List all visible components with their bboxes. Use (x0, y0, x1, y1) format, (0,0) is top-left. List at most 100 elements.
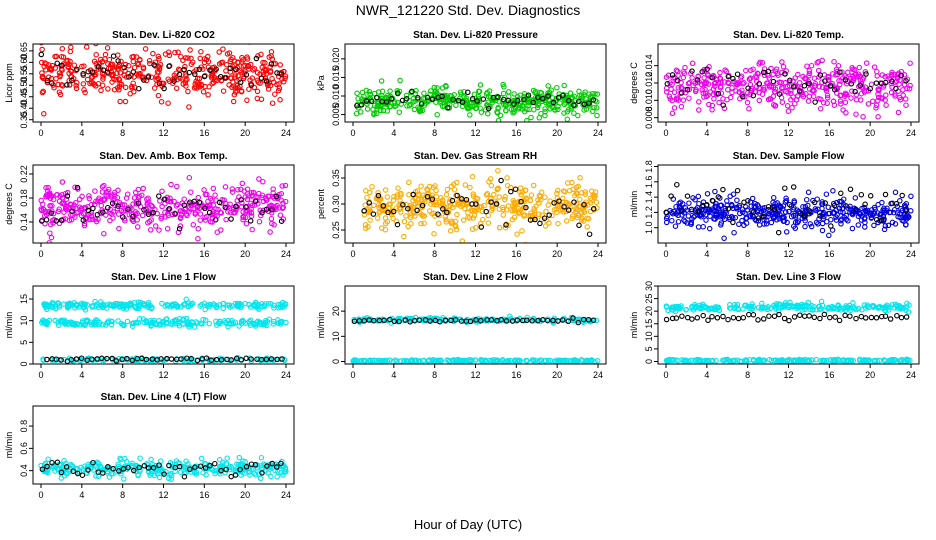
point (821, 210, 827, 216)
point-black (104, 355, 110, 362)
point (93, 44, 99, 47)
point (267, 82, 274, 89)
point (734, 197, 740, 204)
point-black (44, 463, 50, 470)
point-black (361, 208, 367, 214)
point (146, 357, 153, 364)
point-black (259, 209, 265, 216)
x-tick-label: 24 (593, 370, 603, 380)
point-black (98, 355, 105, 362)
point-black (532, 216, 538, 223)
point (117, 98, 123, 105)
point (223, 68, 229, 74)
point (749, 301, 755, 307)
point (694, 79, 701, 86)
point (76, 196, 83, 203)
point (206, 202, 213, 208)
point (71, 322, 78, 328)
point-black (776, 311, 782, 318)
point (279, 183, 285, 189)
point-black (852, 206, 859, 212)
point (681, 217, 687, 223)
point (901, 202, 908, 209)
point (220, 305, 227, 312)
point (203, 472, 209, 478)
point-black (796, 88, 803, 94)
x-tick-label: 0 (350, 370, 355, 380)
point-black (465, 89, 471, 96)
point (184, 321, 191, 328)
chart-panel-4: Stan. Dev. Amb. Box Temp.0 4 8 12 16 20 240.14… (4, 151, 295, 259)
point (117, 81, 123, 87)
point (477, 221, 484, 227)
point (165, 475, 172, 482)
point (477, 82, 484, 88)
point (677, 199, 684, 205)
point-black (734, 187, 741, 194)
point (229, 186, 236, 192)
point (805, 299, 812, 306)
point-black (124, 355, 130, 362)
point (819, 79, 825, 85)
point-black (843, 203, 849, 209)
point-black (380, 203, 387, 209)
point (577, 92, 583, 99)
point (397, 77, 403, 84)
point (848, 95, 854, 101)
point-black (525, 92, 532, 98)
point (251, 84, 258, 91)
point (879, 72, 886, 78)
point-black (208, 357, 215, 363)
point (195, 235, 201, 242)
chart-panel-5: Stan. Dev. Gas Stream RH0 4 8 12 16 20 240.250… (316, 151, 607, 259)
point (907, 60, 913, 66)
point (723, 68, 730, 75)
point (495, 105, 501, 112)
point (102, 208, 108, 215)
point (561, 101, 568, 108)
point (147, 60, 153, 67)
x-tick-label: 12 (470, 370, 480, 380)
plot-frame (344, 285, 607, 365)
point (132, 319, 139, 326)
point-black (771, 206, 778, 213)
point (358, 357, 365, 364)
point (242, 214, 249, 221)
point (473, 105, 480, 111)
point-black (678, 90, 685, 96)
y-tick-label: 0.6 (19, 442, 29, 455)
point-black (858, 313, 865, 320)
point-black (39, 218, 45, 224)
point (166, 52, 173, 59)
point (356, 358, 362, 364)
point-black (745, 198, 751, 204)
point-black (100, 209, 106, 215)
point (165, 100, 171, 106)
point (394, 88, 400, 94)
y-tick-label: 0.18 (19, 189, 29, 207)
point (81, 63, 87, 69)
point (152, 59, 159, 65)
point (251, 65, 258, 72)
point-black (253, 55, 260, 62)
point (759, 59, 766, 66)
point-black (156, 80, 163, 87)
point-black (264, 463, 270, 469)
point (41, 320, 47, 326)
point (169, 302, 175, 309)
point (814, 60, 820, 66)
point-black (832, 314, 838, 320)
point-black (181, 66, 187, 73)
point (432, 88, 438, 95)
point (570, 317, 576, 324)
point (479, 358, 486, 364)
point-black (70, 468, 76, 474)
point (484, 190, 491, 197)
point-black (243, 355, 249, 362)
point (174, 201, 181, 208)
point (217, 209, 224, 216)
point-black (394, 221, 401, 228)
point (761, 221, 767, 227)
point (443, 219, 450, 225)
point (251, 321, 257, 328)
